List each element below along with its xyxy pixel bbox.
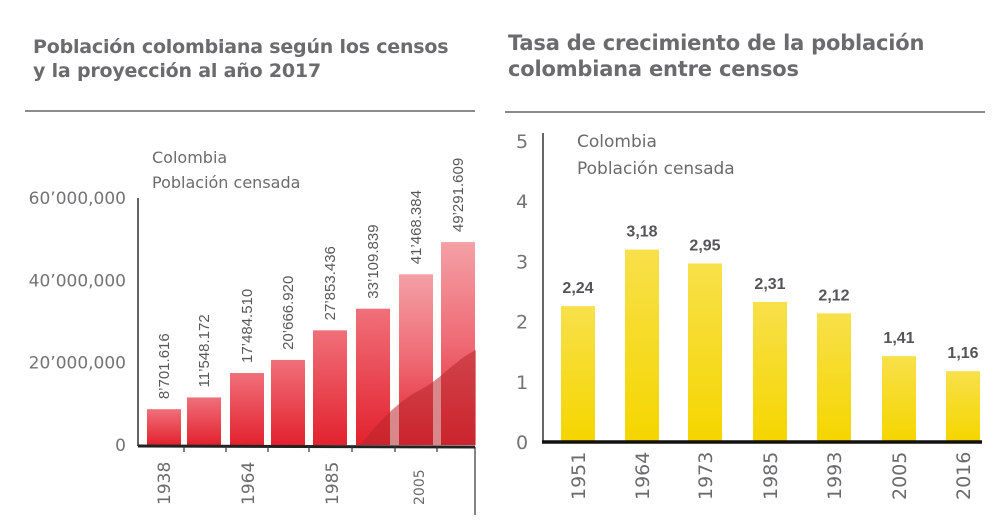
left-bar: [230, 373, 264, 445]
right-x-tick-label: 1973: [695, 452, 717, 500]
right-bar: [817, 313, 851, 441]
left-title-line1: Población colombiana según los censos: [33, 36, 449, 58]
left-x-tick-label: 1964: [239, 462, 259, 505]
right-bar: [946, 371, 980, 441]
right-x-tick-label: 1951: [568, 452, 590, 500]
right-bar: [882, 356, 916, 441]
right-bar: [625, 249, 659, 441]
right-x-tick-label: 2005: [889, 452, 911, 500]
left-shadow-swoosh: [360, 350, 476, 445]
left-y-tick-label: 20’000,000: [29, 354, 126, 374]
right-bar: [753, 301, 787, 441]
right-bar-value-label: 2,24: [562, 280, 593, 297]
left-bar-value-label: 33’109.839: [365, 224, 382, 298]
left-chart: Colombia Población censada 0 20’000,000 40’0…: [29, 148, 476, 515]
right-x-tick-label: 1985: [760, 452, 782, 500]
right-chart-title: Tasa de crecimiento de la población colo…: [508, 30, 924, 83]
left-bar: [187, 397, 221, 445]
left-bar: [147, 409, 181, 445]
left-x-tick-label: 1938: [155, 462, 175, 505]
left-y-tick-label: 60’000,000: [29, 189, 126, 209]
right-chart: Colombia Población censada 0 1 2 3 4 5 2,24 3,18 2…: [516, 131, 982, 500]
right-bar-value-label: 2,31: [754, 276, 785, 293]
left-legend-line1: Colombia: [152, 148, 227, 167]
right-y-tick-label: 4: [516, 191, 528, 213]
left-x-axis: [137, 444, 476, 449]
left-bar-value-label: 41’468.384: [408, 190, 425, 264]
right-y-tick-label: 5: [516, 131, 528, 153]
right-y-tick-label: 1: [516, 372, 528, 394]
left-y-tick-label: 0: [115, 436, 126, 456]
right-bar-value-label: 2,95: [689, 237, 720, 254]
left-bar: [313, 330, 347, 445]
right-bar-value-label: 2,12: [818, 287, 849, 304]
right-x-tick-label: 1964: [632, 452, 654, 500]
right-bar-value-label: 1,16: [947, 345, 978, 362]
left-legend-line2: Población censada: [152, 173, 300, 192]
right-title-line1: Tasa de crecimiento de la población: [508, 31, 925, 55]
right-y-tick-label: 0: [516, 432, 528, 454]
right-bar: [688, 263, 722, 441]
right-title-line2: colombiana entre censos: [508, 57, 799, 82]
right-legend-line1: Colombia: [577, 132, 657, 152]
right-y-tick-label: 3: [516, 251, 528, 273]
right-legend-line2: Población censada: [577, 159, 735, 179]
left-bar-value-label: 17’484.510: [239, 289, 256, 363]
right-x-tick-label: 1993: [824, 452, 846, 500]
right-x-tick-label: 2016: [953, 452, 975, 500]
left-bars: [147, 242, 476, 445]
left-bar-value-label: 27’853.436: [322, 246, 339, 320]
right-bar-value-label: 3,18: [626, 224, 657, 241]
left-title-divider: [25, 110, 475, 112]
left-x-tick-label: 1985: [323, 462, 343, 505]
right-y-tick-label: 2: [516, 312, 528, 334]
right-bar: [561, 306, 595, 441]
left-bar-value-label: 49’291.609: [450, 158, 467, 232]
left-bar: [271, 359, 305, 445]
left-title-line2: y la proyección al año 2017: [33, 59, 321, 82]
left-bar-value-label: 11’548.172: [196, 314, 213, 387]
left-y-tick-label: 40’000,000: [29, 271, 126, 291]
left-x-tick-label: 2005: [412, 469, 428, 505]
right-bar-value-label: 1,41: [883, 330, 914, 347]
left-chart-title: Población colombiana según los censos y …: [33, 36, 449, 84]
left-bar-value-label: 20’666.920: [280, 276, 297, 350]
right-title-divider: [505, 111, 985, 113]
left-bar-value-label: 8’701.616: [156, 333, 173, 399]
